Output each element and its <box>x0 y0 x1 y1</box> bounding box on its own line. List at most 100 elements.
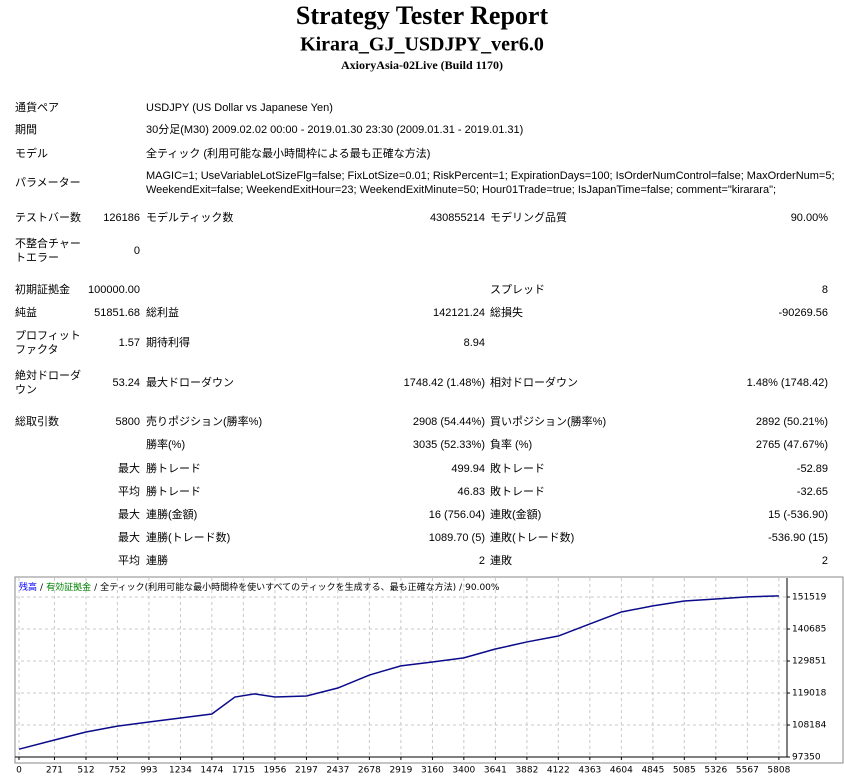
field-value: 最大 <box>118 463 140 475</box>
field-label: モデル <box>15 148 48 160</box>
x-tick-label: 4122 <box>547 766 570 776</box>
x-tick-label: 0 <box>16 766 22 776</box>
y-tick-label: 129851 <box>792 656 826 666</box>
field-label: 最大ドローダウン <box>146 377 234 389</box>
y-tick-label: 97350 <box>792 753 821 763</box>
y-tick-label: 140685 <box>792 624 826 634</box>
x-tick-label: 752 <box>109 766 126 776</box>
field-label: 通貨ペア <box>15 102 59 114</box>
field-value: 100000.00 <box>88 284 140 296</box>
title: Strategy Tester Report <box>296 1 549 30</box>
field-value: 16 (756.04) <box>428 509 485 521</box>
x-tick-label: 1956 <box>263 766 286 776</box>
field-label: 総利益 <box>146 307 179 319</box>
field-value: 1.48% (1748.42) <box>746 377 828 389</box>
chart-frame <box>14 576 844 764</box>
legend-item: 有効証拠金 <box>46 581 91 593</box>
field-label: 30分足(M30) 2009.02.02 00:00 - 2019.01.30 … <box>146 124 524 136</box>
x-tick-label: 4363 <box>578 766 601 776</box>
x-tick-label: 3882 <box>515 766 538 776</box>
x-tick-label: 5326 <box>704 766 727 776</box>
x-tick-label: 2678 <box>358 766 381 776</box>
field-label: 敗トレード <box>490 486 545 498</box>
field-label: モデルティック数 <box>146 212 234 224</box>
field-value: 8 <box>821 284 828 296</box>
field-label: 勝トレード <box>146 486 201 498</box>
legend-separator: / <box>459 583 463 593</box>
field-label: 総損失 <box>490 307 523 319</box>
field-label: パラメーター <box>15 177 81 189</box>
field-label: 連勝 <box>146 555 168 567</box>
field-label: 不整合チャートエラー <box>15 238 81 264</box>
field-value: 1089.70 (5) <box>428 532 485 544</box>
field-label: 連勝(金額) <box>146 509 198 521</box>
field-label: 期間 <box>15 124 37 136</box>
legend-separator: / <box>94 583 98 593</box>
x-tick-label: 512 <box>77 766 94 776</box>
field-label: 売りポジション(勝率%) <box>146 416 263 428</box>
field-value: -536.90 (15) <box>768 532 828 544</box>
field-label: 連敗(金額) <box>490 509 542 521</box>
x-tick-label: 5808 <box>767 766 790 776</box>
field-label: 買いポジション(勝率%) <box>490 416 607 428</box>
x-tick-label: 4604 <box>610 766 633 776</box>
field-value: 53.24 <box>112 377 140 389</box>
field-label: 全ティック (利用可能な最小時間枠による最も正確な方法) <box>146 148 431 160</box>
legend-item: 全ティック(利用可能な最小時間枠を使いすべてのティックを生成する、最も正確な方法… <box>100 581 456 593</box>
field-label: 勝率(%) <box>146 439 186 451</box>
x-tick-label: 2919 <box>389 766 412 776</box>
x-tick-label: 5085 <box>673 766 696 776</box>
field-value: -32.65 <box>796 486 828 498</box>
field-value: 2 <box>821 555 828 567</box>
field-label: 初期証拠金 <box>15 284 70 296</box>
field-value: 平均 <box>118 486 140 498</box>
field-value: 0 <box>133 245 140 257</box>
x-tick-label: 3641 <box>484 766 507 776</box>
field-value: 8.94 <box>463 337 485 349</box>
field-label: 絶対ドローダウン <box>15 370 81 396</box>
y-tick-label: 119018 <box>792 688 827 698</box>
subtitle: Kirara_GJ_USDJPY_ver6.0 <box>300 34 544 56</box>
x-tick-label: 271 <box>46 766 63 776</box>
x-tick-label: 2437 <box>326 766 349 776</box>
x-tick-label: 3400 <box>452 766 475 776</box>
field-label: MAGIC=1; UseVariableLotSizeFlg=false; Fi… <box>146 170 835 182</box>
field-value: 最大 <box>118 532 140 544</box>
field-value: 2 <box>478 555 485 567</box>
x-tick-label: 1234 <box>169 766 192 776</box>
x-tick-label: 4845 <box>641 766 664 776</box>
x-tick-label: 5567 <box>736 766 759 776</box>
legend-separator: / <box>40 583 44 593</box>
field-value: 1748.42 (1.48%) <box>403 377 485 389</box>
field-value: 142121.24 <box>433 307 485 319</box>
legend: 残高 / 有効証拠金 / 全ティック(利用可能な最小時間枠を使いすべてのティックを生成す… <box>19 581 500 593</box>
x-tick-label: 993 <box>140 766 157 776</box>
field-label: 負率 (%) <box>490 439 533 451</box>
field-value: 499.94 <box>451 463 485 475</box>
field-value: 90.00% <box>790 212 828 224</box>
legend-item: 90.00% <box>465 583 500 593</box>
field-value: 2892 (50.21%) <box>755 416 828 428</box>
x-tick-label: 1715 <box>232 766 255 776</box>
field-label: 期待利得 <box>146 337 190 349</box>
field-label: 総取引数 <box>15 416 59 428</box>
field-label: 連勝(トレード数) <box>146 532 231 544</box>
field-label: 相対ドローダウン <box>490 377 578 389</box>
field-label: プロフィットファクタ <box>15 330 81 356</box>
field-label: 連敗 <box>490 555 512 567</box>
field-value: 2908 (54.44%) <box>412 416 485 428</box>
field-label: モデリング品質 <box>490 212 567 224</box>
field-value: 126186 <box>103 212 140 224</box>
field-value: 平均 <box>118 555 140 567</box>
build: AxioryAsia-02Live (Build 1170) <box>341 58 503 72</box>
field-label: テストバー数 <box>15 212 81 224</box>
field-value: 最大 <box>118 509 140 521</box>
field-value: 3035 (52.33%) <box>412 439 485 451</box>
field-value: 1.57 <box>118 337 140 349</box>
field-label: 敗トレード <box>490 463 545 475</box>
field-value: 46.83 <box>457 486 485 498</box>
field-label: 勝トレード <box>146 463 201 475</box>
y-tick-label: 108184 <box>792 720 827 730</box>
field-value: 15 (-536.90) <box>768 509 828 521</box>
field-label: 連敗(トレード数) <box>490 532 575 544</box>
